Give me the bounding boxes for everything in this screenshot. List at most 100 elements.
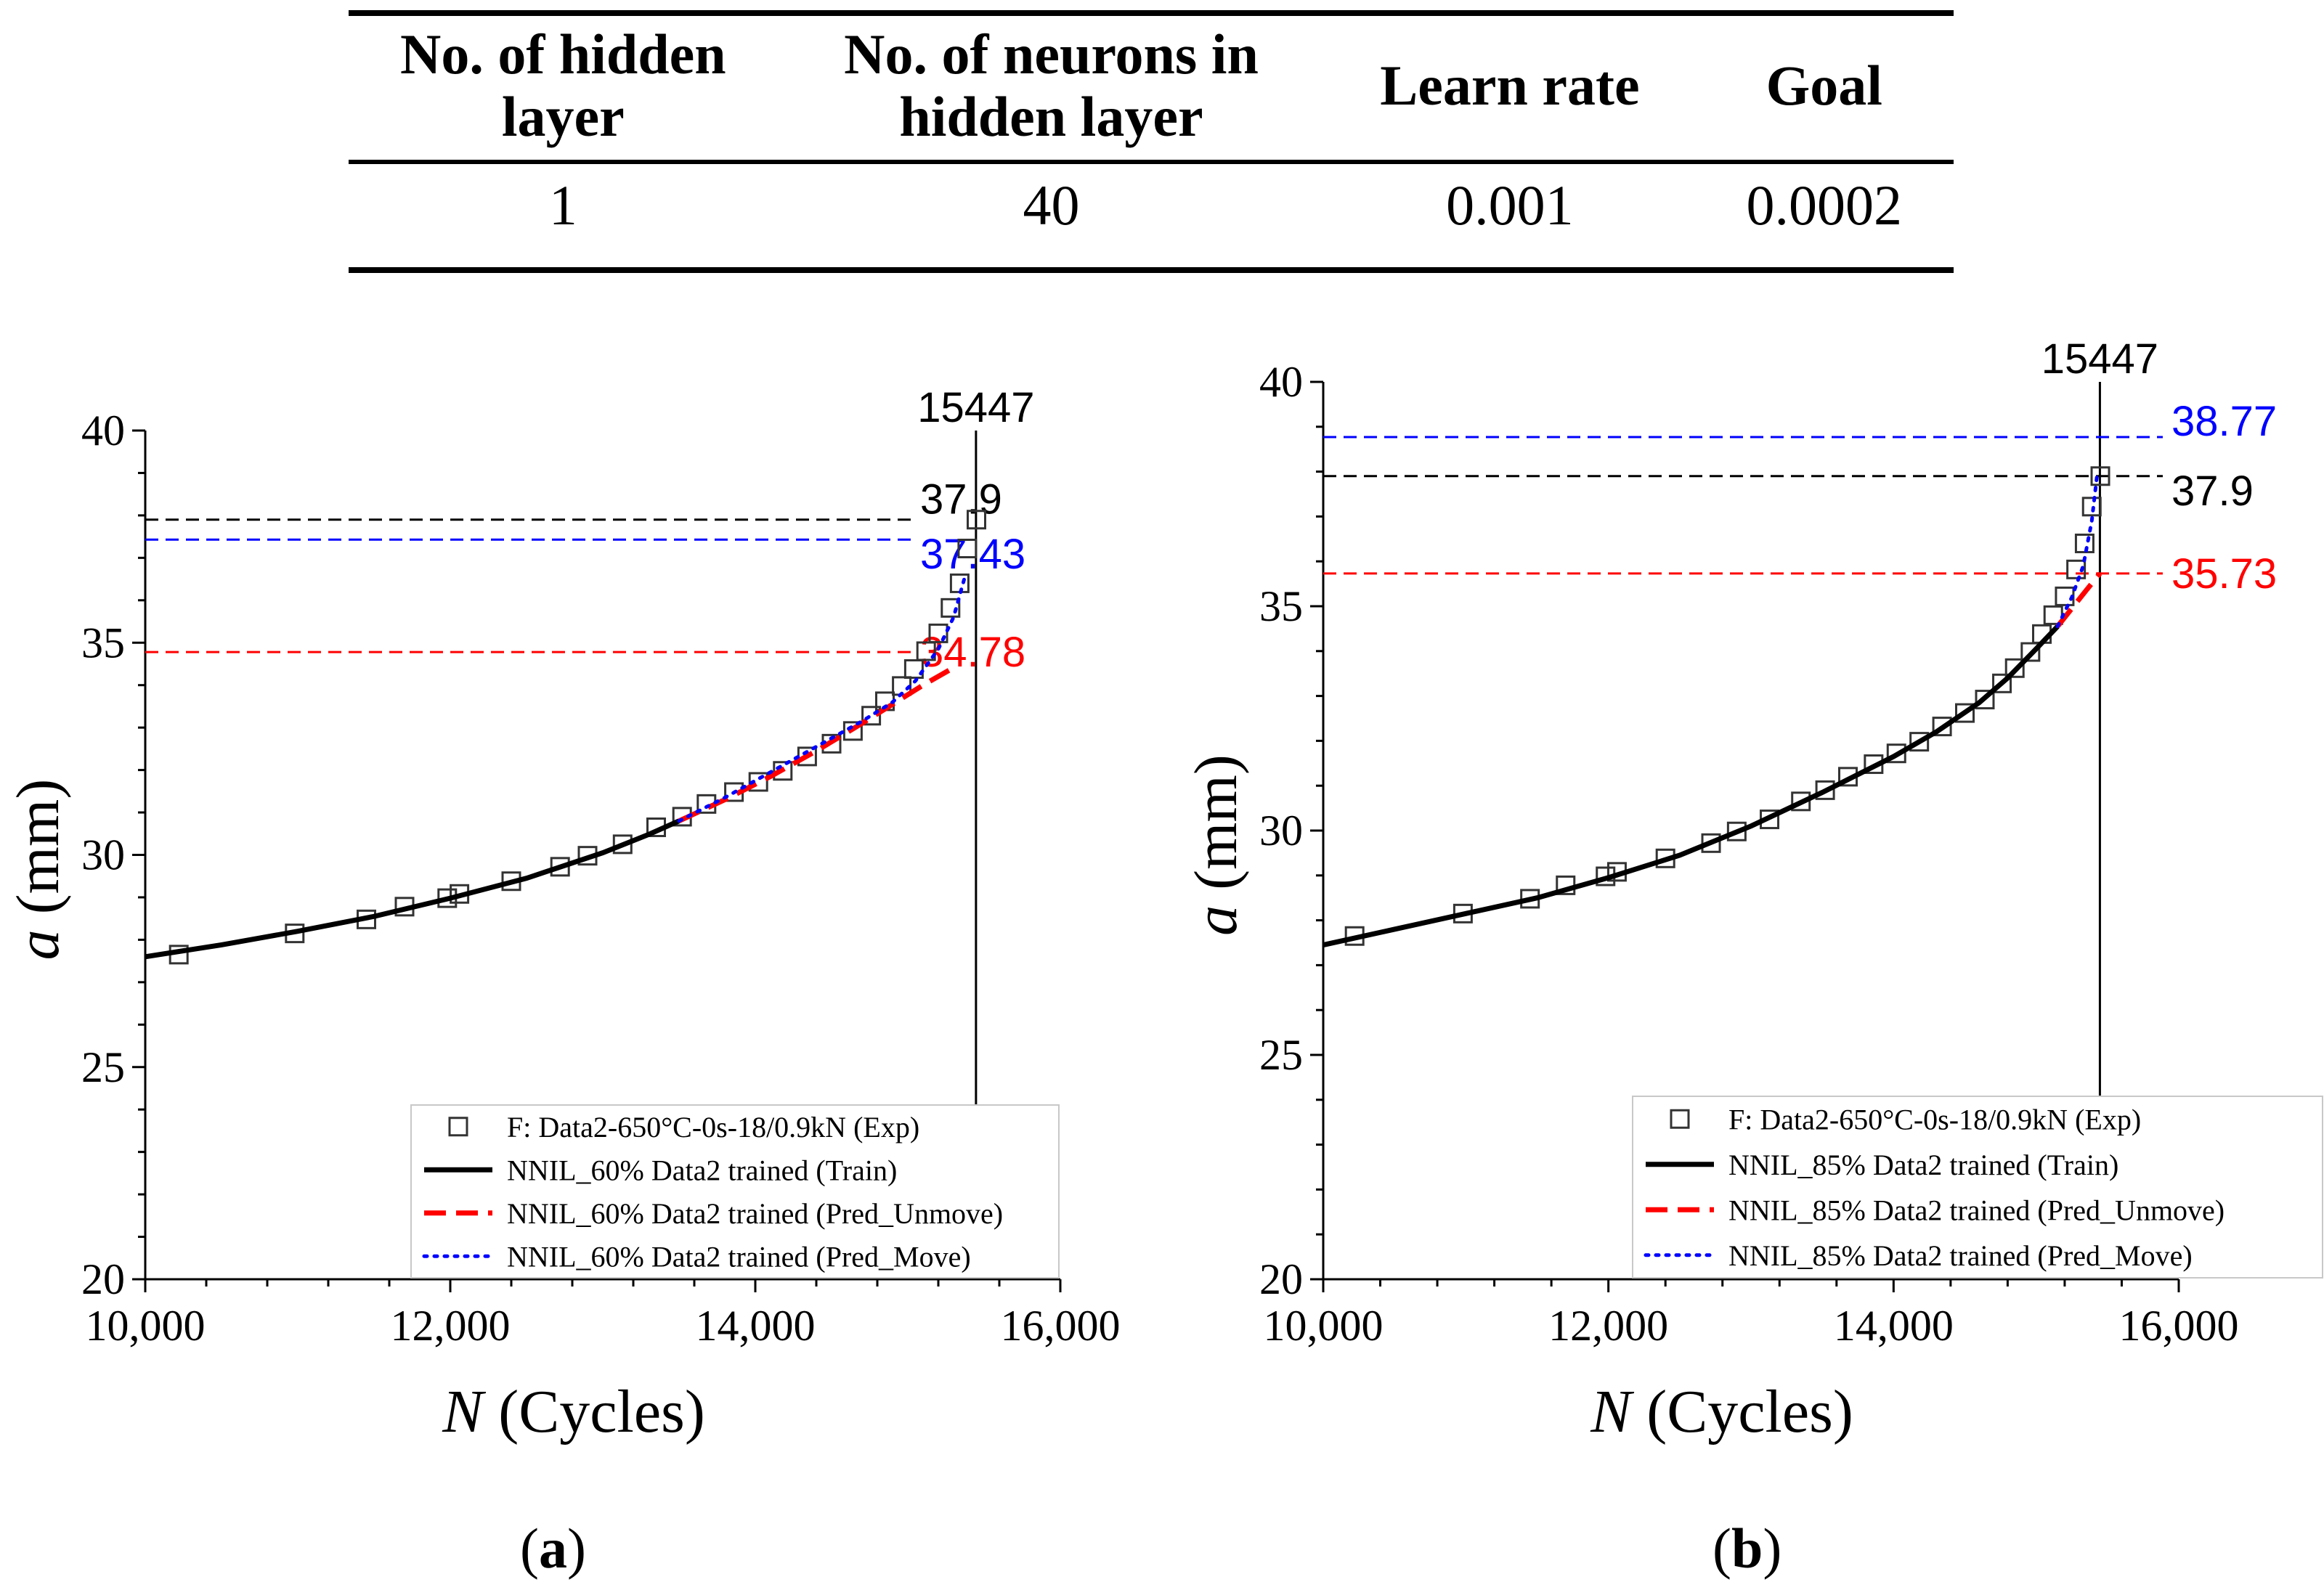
y-tick-label: 20 bbox=[1259, 1255, 1303, 1303]
legend-label: NNIL_85% Data2 trained (Pred_Unmove) bbox=[1728, 1194, 2225, 1226]
exp-data-point bbox=[773, 761, 793, 781]
x-tick-label: 14,000 bbox=[1834, 1302, 1954, 1350]
x-tick-label: 10,000 bbox=[86, 1302, 206, 1350]
x-axis-title-symbol: N bbox=[1590, 1378, 1646, 1446]
y-axis-title-unit: (mm) bbox=[1182, 754, 1250, 890]
chart-panel-a: 10,000 12,000 14,000 16,000 20 25 30 35 40 N (Cyc… bbox=[4, 384, 1121, 1446]
x-tick-label: 16,000 bbox=[1001, 1302, 1121, 1350]
exp-data-point bbox=[1992, 673, 2012, 693]
legend-label: NNIL_60% Data2 trained (Train) bbox=[507, 1154, 897, 1186]
header-hidden-layers: No. of hidden layer bbox=[349, 13, 778, 164]
table-header-row: No. of hidden layer No. of neurons in hi… bbox=[349, 13, 1954, 164]
legend-box bbox=[410, 1104, 1060, 1279]
exp-data-point bbox=[928, 623, 948, 643]
exp-data-point bbox=[903, 659, 924, 679]
y-axis-title-symbol: a bbox=[4, 914, 72, 960]
exp-data-point bbox=[1791, 791, 1811, 812]
y-tick-label: 35 bbox=[1259, 582, 1303, 630]
series-train bbox=[145, 818, 680, 960]
chart-panel-b: 10,000 12,000 14,000 16,000 20 25 30 35 40 N (Cyc… bbox=[1182, 335, 2323, 1446]
x-axis-title-unit: (Cycles) bbox=[1646, 1378, 1853, 1446]
failure-vline-label: 15447 bbox=[917, 384, 1034, 431]
series-pred-move bbox=[2055, 470, 2100, 629]
x-tick-label: 12,000 bbox=[1548, 1302, 1668, 1350]
y-tick-label: 25 bbox=[81, 1043, 125, 1091]
y-axis-title-symbol: a bbox=[1182, 890, 1250, 936]
failure-vline-label: 15447 bbox=[2041, 335, 2158, 383]
exp-data-point bbox=[957, 538, 978, 558]
hline-label: 37.43 bbox=[920, 531, 1025, 578]
exp-data-point bbox=[2020, 642, 2041, 662]
legend-swatch-exp bbox=[448, 1117, 468, 1137]
y-axis-title: a (mm) bbox=[4, 779, 72, 961]
series-pred-unmove bbox=[678, 668, 951, 823]
exp-data-point bbox=[2004, 658, 2025, 678]
exp-data-point bbox=[967, 510, 986, 530]
exp-data-point bbox=[861, 706, 882, 726]
y-tick-label: 25 bbox=[1259, 1031, 1303, 1079]
cell-learn-rate: 0.001 bbox=[1446, 173, 1574, 237]
y-tick-label: 30 bbox=[81, 831, 125, 879]
x-axis-title: N (Cycles) bbox=[442, 1378, 705, 1446]
y-axis-title-unit: (mm) bbox=[4, 779, 72, 915]
exp-data-point bbox=[1975, 690, 1995, 710]
series-train bbox=[1323, 624, 2060, 948]
legend: F: Data2-650°C-0s-18/0.9kN (Exp) NNIL_60%… bbox=[410, 1104, 1060, 1279]
y-tick-label: 20 bbox=[81, 1255, 125, 1303]
series-pred-unmove bbox=[2055, 571, 2102, 628]
x-axis-title-symbol: N bbox=[442, 1378, 498, 1446]
legend-box bbox=[1632, 1096, 2323, 1279]
exp-data-point bbox=[1726, 821, 1747, 841]
legend-label: NNIL_85% Data2 trained (Pred_Move) bbox=[1728, 1239, 2193, 1272]
y-tick-label: 40 bbox=[81, 407, 125, 454]
exp-data-point bbox=[842, 721, 863, 741]
exp-data-point bbox=[612, 834, 633, 855]
legend-label: NNIL_60% Data2 trained (Pred_Move) bbox=[507, 1240, 971, 1273]
exp-data-point bbox=[2074, 533, 2095, 553]
legend-swatch-exp bbox=[1670, 1109, 1690, 1129]
exp-data-point bbox=[2090, 466, 2110, 486]
exp-data-point bbox=[1815, 780, 1835, 800]
exp-data-point bbox=[1886, 743, 1906, 764]
cell-hidden-layers: 1 bbox=[548, 173, 577, 237]
hline-label: 38.77 bbox=[2171, 398, 2277, 445]
exp-data-point bbox=[940, 598, 961, 618]
x-tick-label: 16,000 bbox=[2119, 1302, 2239, 1350]
series-pred-move bbox=[677, 577, 967, 823]
exp-data-point bbox=[1932, 717, 1952, 737]
exp-data-point bbox=[1909, 732, 1930, 752]
panel-letter-a: a bbox=[538, 1517, 567, 1580]
hline-label: 34.78 bbox=[920, 629, 1025, 676]
y-tick-label: 35 bbox=[81, 619, 125, 666]
x-axis-title: N (Cycles) bbox=[1590, 1378, 1853, 1446]
panel-label-a: (a) bbox=[520, 1517, 586, 1580]
exp-data-point bbox=[1701, 833, 1721, 853]
exp-data-point bbox=[2081, 497, 2102, 517]
hline-label: 35.73 bbox=[2171, 550, 2277, 598]
cell-goal: 0.0002 bbox=[1746, 173, 1903, 237]
legend-label: NNIL_60% Data2 trained (Pred_Unmove) bbox=[507, 1197, 1003, 1230]
x-tick-label: 10,000 bbox=[1264, 1302, 1384, 1350]
exp-data-point bbox=[1955, 703, 1975, 723]
header-learn-rate: Learn rate bbox=[1325, 13, 1695, 164]
header-goal: Goal bbox=[1694, 13, 1954, 164]
table-row: 1 40 0.001 0.0002 bbox=[349, 162, 1954, 248]
x-axis-title-unit: (Cycles) bbox=[498, 1378, 705, 1446]
x-tick-label: 14,000 bbox=[696, 1302, 816, 1350]
y-tick-label: 40 bbox=[1259, 358, 1303, 406]
parameters-table: No. of hidden layer No. of neurons in hi… bbox=[349, 13, 1954, 248]
x-tick-label: 12,000 bbox=[391, 1302, 511, 1350]
exp-data-point bbox=[916, 641, 936, 661]
hline-label: 37.9 bbox=[920, 476, 1002, 523]
exp-data-point bbox=[2066, 559, 2087, 579]
header-neurons: No. of neurons in hidden layer bbox=[777, 13, 1325, 164]
y-tick-label: 30 bbox=[1259, 807, 1303, 855]
panel-letter-b: b bbox=[1731, 1517, 1763, 1580]
table-bottom-rule bbox=[349, 267, 1954, 273]
y-axis-title: a (mm) bbox=[1182, 754, 1250, 936]
hline-label: 37.9 bbox=[2171, 468, 2254, 515]
legend-label: F: Data2-650°C-0s-18/0.9kN (Exp) bbox=[1728, 1103, 2141, 1135]
panel-label-b: (b) bbox=[1712, 1517, 1782, 1580]
legend: F: Data2-650°C-0s-18/0.9kN (Exp) NNIL_85%… bbox=[1632, 1096, 2323, 1279]
